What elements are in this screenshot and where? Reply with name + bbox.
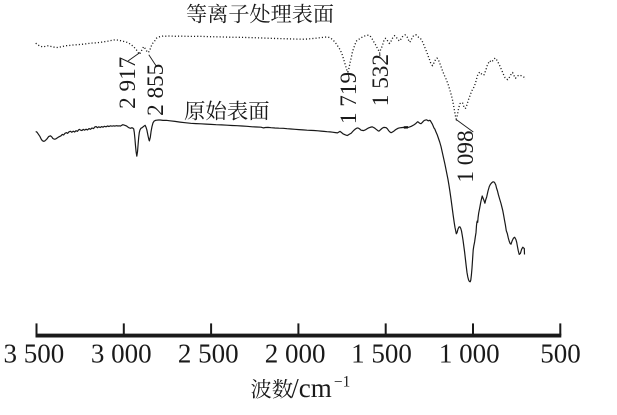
svg-text:2 500: 2 500 bbox=[178, 339, 239, 369]
svg-text:1 098: 1 098 bbox=[453, 130, 479, 182]
svg-text:2 917: 2 917 bbox=[115, 57, 141, 109]
svg-text:500: 500 bbox=[540, 339, 581, 369]
svg-text:1 000: 1 000 bbox=[439, 339, 500, 369]
svg-text:1 719: 1 719 bbox=[336, 72, 362, 124]
svg-text:/cm: /cm bbox=[291, 373, 332, 403]
svg-text:−1: −1 bbox=[334, 373, 350, 390]
svg-text:1 532: 1 532 bbox=[368, 54, 394, 106]
svg-text:2 000: 2 000 bbox=[265, 339, 326, 369]
svg-text:3 000: 3 000 bbox=[91, 339, 152, 369]
svg-text:1 500: 1 500 bbox=[351, 339, 412, 369]
svg-text:3 500: 3 500 bbox=[4, 339, 65, 369]
svg-text:2 855: 2 855 bbox=[143, 64, 169, 116]
